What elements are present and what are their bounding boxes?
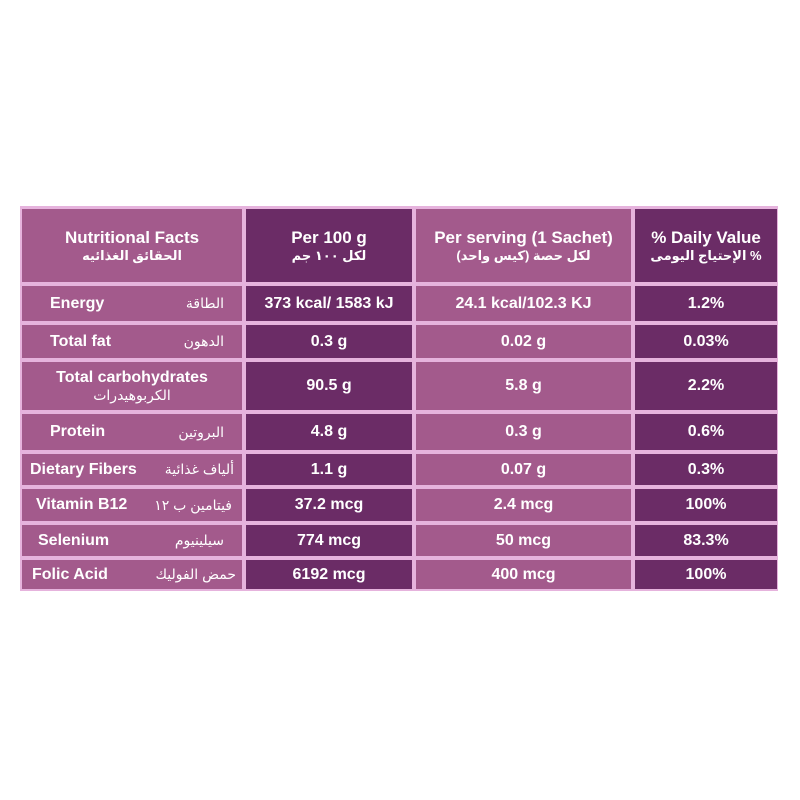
nutrient-name: Dietary Fibers ألياف غذائية [22, 454, 242, 485]
nutrient-label-ar: حمض الفوليك [155, 566, 236, 582]
nutrient-name: Folic Acid حمض الفوليك [22, 560, 242, 589]
header-daily-value: % Daily Value % الإحتياج اليومى [635, 209, 777, 282]
nutrient-label-en: Total fat [50, 332, 112, 350]
per-100g-value: 90.5 g [246, 362, 412, 410]
per-100g-value: 373 kcal/ 1583 kJ [246, 286, 412, 321]
nutrient-name: Selenium سيلينيوم [22, 525, 242, 556]
nutrient-label-ar: الدهون [183, 333, 224, 349]
table-row: Selenium سيلينيوم 774 mcg 50 mcg 83.3% [22, 525, 777, 556]
table-row: Dietary Fibers ألياف غذائية 1.1 g 0.07 g… [22, 454, 777, 485]
nutrient-label-en: Folic Acid [32, 565, 108, 583]
table-row: Energy الطاقة 373 kcal/ 1583 kJ 24.1 kca… [22, 286, 777, 321]
nutrient-name: Total fat الدهون [22, 325, 242, 358]
nutrient-name: Protein البروتين [22, 414, 242, 450]
per-serving-value: 0.02 g [416, 325, 631, 358]
daily-value: 2.2% [635, 362, 777, 410]
nutrition-table: Nutritional Facts الحقائق الغذائيه Per 1… [20, 206, 778, 591]
per-serving-value: 50 mcg [416, 525, 631, 556]
per-serving-value: 0.3 g [416, 414, 631, 450]
nutrient-label-en: Vitamin B12 [36, 496, 128, 513]
nutrient-label-en: Selenium [38, 531, 110, 549]
nutrient-label-ar: فيتامين ب ١٢ [154, 496, 232, 513]
table-row: Vitamin B12 فيتامين ب ١٢ 37.2 mcg 2.4 mc… [22, 489, 777, 521]
header-label-en: Per serving (1 Sachet) [434, 227, 613, 247]
table-row: Total carbohydrates الكربوهيدرات 90.5 g … [22, 362, 777, 410]
nutrient-label-ar: الطاقة [185, 295, 224, 311]
daily-value: 100% [635, 560, 777, 589]
per-100g-value: 774 mcg [246, 525, 412, 556]
per-100g-value: 1.1 g [246, 454, 412, 485]
header-label-ar: لكل ١٠٠ جم [291, 248, 367, 263]
per-100g-value: 37.2 mcg [246, 489, 412, 521]
header-label-en: Nutritional Facts [64, 227, 200, 247]
table-row: Folic Acid حمض الفوليك 6192 mcg 400 mcg … [22, 560, 777, 589]
nutrient-label-ar: الكربوهيدرات [93, 387, 171, 404]
table-row: Protein البروتين 4.8 g 0.3 g 0.6% [22, 414, 777, 450]
per-serving-value: 0.07 g [416, 454, 631, 485]
per-serving-value: 2.4 mcg [416, 489, 631, 521]
header-row: Nutritional Facts الحقائق الغذائيه Per 1… [22, 209, 777, 282]
header-per-serving: Per serving (1 Sachet) لكل حصة (كيس واحد… [416, 209, 631, 282]
daily-value: 83.3% [635, 525, 777, 556]
daily-value: 1.2% [635, 286, 777, 321]
nutrient-name: Energy الطاقة [22, 286, 242, 321]
nutrient-name: Vitamin B12 فيتامين ب ١٢ [22, 489, 242, 521]
table-row: Total fat الدهون 0.3 g 0.02 g 0.03% [22, 325, 777, 358]
daily-value: 0.3% [635, 454, 777, 485]
daily-value: 100% [635, 489, 777, 521]
daily-value: 0.6% [635, 414, 777, 450]
nutrient-label-ar: ألياف غذائية [164, 461, 234, 477]
header-label-ar: % الإحتياج اليومى [650, 248, 762, 263]
per-serving-value: 24.1 kcal/102.3 KJ [416, 286, 631, 321]
per-100g-value: 6192 mcg [246, 560, 412, 589]
header-label-en: % Daily Value [651, 227, 761, 247]
nutrient-label-ar: سيلينيوم [174, 532, 224, 548]
per-serving-value: 5.8 g [416, 362, 631, 410]
header-label-ar: الحقائق الغذائيه [82, 248, 182, 263]
header-label-ar: لكل حصة (كيس واحد) [456, 248, 591, 263]
nutrient-name: Total carbohydrates الكربوهيدرات [22, 362, 242, 410]
daily-value: 0.03% [635, 325, 777, 358]
nutrient-label-ar: البروتين [178, 423, 224, 440]
per-100g-value: 4.8 g [246, 414, 412, 450]
nutrient-label-en: Protein [50, 423, 106, 440]
nutrient-label-en: Dietary Fibers [30, 460, 137, 478]
nutrient-label-en: Total carbohydrates [56, 369, 208, 386]
per-100g-value: 0.3 g [246, 325, 412, 358]
header-per-100g: Per 100 g لكل ١٠٠ جم [246, 209, 412, 282]
header-nutritional-facts: Nutritional Facts الحقائق الغذائيه [22, 209, 242, 282]
header-label-en: Per 100 g [291, 227, 367, 247]
nutrient-label-en: Energy [50, 294, 105, 312]
per-serving-value: 400 mcg [416, 560, 631, 589]
